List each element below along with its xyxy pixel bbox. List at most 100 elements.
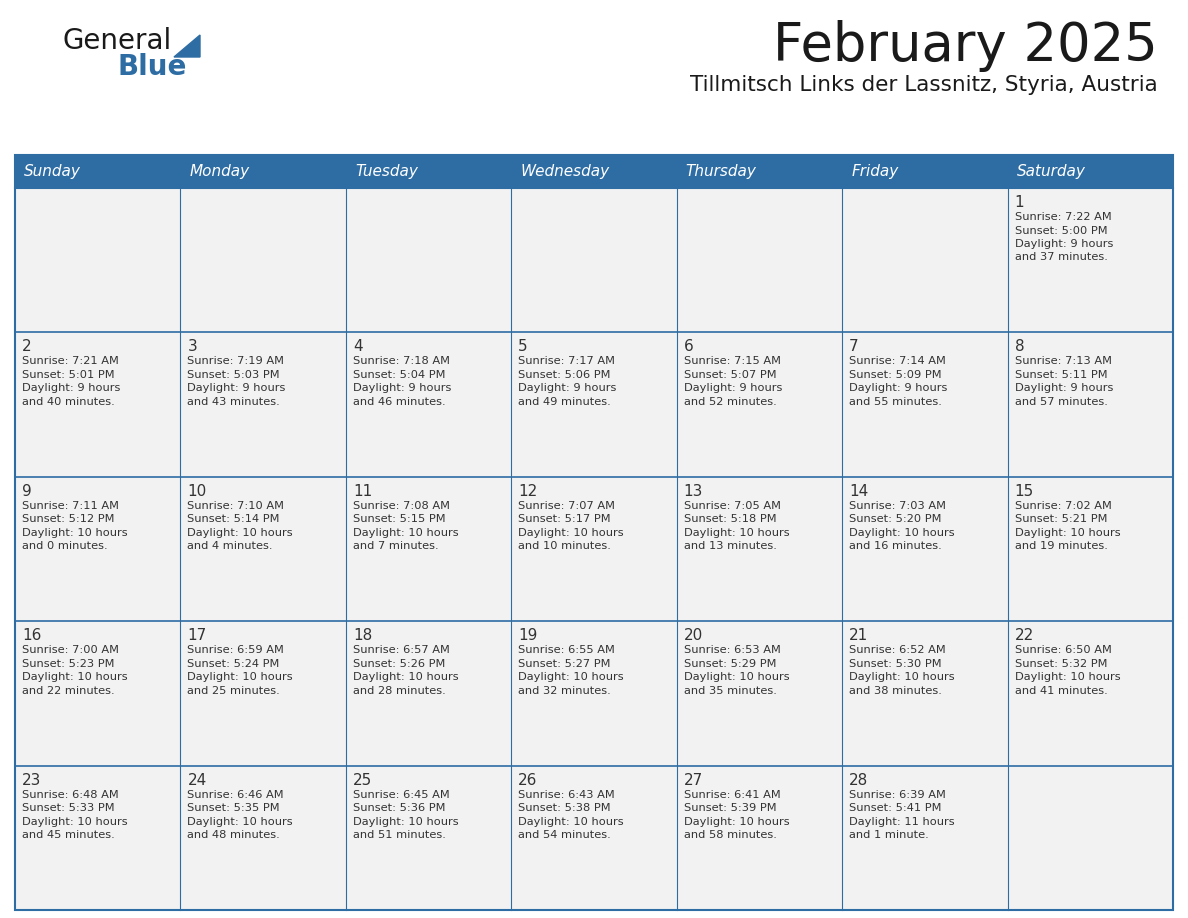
Text: Sunset: 5:06 PM: Sunset: 5:06 PM <box>518 370 611 380</box>
Text: Sunset: 5:17 PM: Sunset: 5:17 PM <box>518 514 611 524</box>
Text: Daylight: 10 hours: Daylight: 10 hours <box>353 528 459 538</box>
Text: Blue: Blue <box>116 53 187 81</box>
Text: Sunset: 5:26 PM: Sunset: 5:26 PM <box>353 659 446 668</box>
Text: 3: 3 <box>188 340 197 354</box>
Text: Daylight: 10 hours: Daylight: 10 hours <box>849 528 955 538</box>
Text: 4: 4 <box>353 340 362 354</box>
Text: Sunset: 5:07 PM: Sunset: 5:07 PM <box>684 370 776 380</box>
Text: Daylight: 9 hours: Daylight: 9 hours <box>353 384 451 394</box>
Text: and 43 minutes.: and 43 minutes. <box>188 397 280 407</box>
Text: Sunrise: 6:57 AM: Sunrise: 6:57 AM <box>353 645 450 655</box>
Text: Sunrise: 7:22 AM: Sunrise: 7:22 AM <box>1015 212 1111 222</box>
Text: 5: 5 <box>518 340 527 354</box>
Text: and 32 minutes.: and 32 minutes. <box>518 686 611 696</box>
Text: 16: 16 <box>23 628 42 644</box>
Text: and 45 minutes.: and 45 minutes. <box>23 830 115 840</box>
Text: Daylight: 10 hours: Daylight: 10 hours <box>353 672 459 682</box>
Text: Sunrise: 7:05 AM: Sunrise: 7:05 AM <box>684 501 781 510</box>
Text: Daylight: 9 hours: Daylight: 9 hours <box>684 384 782 394</box>
Text: and 58 minutes.: and 58 minutes. <box>684 830 777 840</box>
Text: 2: 2 <box>23 340 32 354</box>
Text: Sunrise: 7:02 AM: Sunrise: 7:02 AM <box>1015 501 1112 510</box>
Text: and 48 minutes.: and 48 minutes. <box>188 830 280 840</box>
Text: Sunrise: 6:43 AM: Sunrise: 6:43 AM <box>518 789 615 800</box>
Text: Sunrise: 6:52 AM: Sunrise: 6:52 AM <box>849 645 946 655</box>
Text: 7: 7 <box>849 340 859 354</box>
Text: and 22 minutes.: and 22 minutes. <box>23 686 114 696</box>
Text: Daylight: 11 hours: Daylight: 11 hours <box>849 817 955 826</box>
Text: 9: 9 <box>23 484 32 498</box>
Text: Sunset: 5:04 PM: Sunset: 5:04 PM <box>353 370 446 380</box>
Text: Sunrise: 7:19 AM: Sunrise: 7:19 AM <box>188 356 284 366</box>
Text: Daylight: 10 hours: Daylight: 10 hours <box>188 672 293 682</box>
Text: Sunrise: 7:10 AM: Sunrise: 7:10 AM <box>188 501 284 510</box>
Text: Daylight: 10 hours: Daylight: 10 hours <box>849 672 955 682</box>
Text: and 41 minutes.: and 41 minutes. <box>1015 686 1107 696</box>
Text: 6: 6 <box>684 340 694 354</box>
Text: 24: 24 <box>188 773 207 788</box>
Text: and 13 minutes.: and 13 minutes. <box>684 542 777 552</box>
Text: Daylight: 10 hours: Daylight: 10 hours <box>188 817 293 826</box>
Text: and 25 minutes.: and 25 minutes. <box>188 686 280 696</box>
Text: Sunset: 5:38 PM: Sunset: 5:38 PM <box>518 803 611 813</box>
Text: Tuesday: Tuesday <box>355 164 418 179</box>
Text: 14: 14 <box>849 484 868 498</box>
Text: Friday: Friday <box>851 164 898 179</box>
Text: Sunrise: 6:39 AM: Sunrise: 6:39 AM <box>849 789 946 800</box>
Text: 28: 28 <box>849 773 868 788</box>
Text: Saturday: Saturday <box>1017 164 1086 179</box>
Text: 25: 25 <box>353 773 372 788</box>
Text: and 52 minutes.: and 52 minutes. <box>684 397 777 407</box>
Text: Sunrise: 7:17 AM: Sunrise: 7:17 AM <box>518 356 615 366</box>
Text: Sunset: 5:23 PM: Sunset: 5:23 PM <box>23 659 114 668</box>
Text: Daylight: 9 hours: Daylight: 9 hours <box>23 384 120 394</box>
Text: Daylight: 10 hours: Daylight: 10 hours <box>518 672 624 682</box>
Text: Wednesday: Wednesday <box>520 164 609 179</box>
Bar <box>15 155 1173 188</box>
Text: Sunset: 5:03 PM: Sunset: 5:03 PM <box>188 370 280 380</box>
Polygon shape <box>173 35 200 57</box>
Text: Daylight: 9 hours: Daylight: 9 hours <box>1015 384 1113 394</box>
Text: 8: 8 <box>1015 340 1024 354</box>
Text: 20: 20 <box>684 628 703 644</box>
Text: Sunrise: 7:18 AM: Sunrise: 7:18 AM <box>353 356 450 366</box>
Text: Thursday: Thursday <box>685 164 757 179</box>
Text: Monday: Monday <box>189 164 249 179</box>
Text: Sunrise: 6:41 AM: Sunrise: 6:41 AM <box>684 789 781 800</box>
Text: 23: 23 <box>23 773 42 788</box>
Bar <box>15 188 1173 910</box>
Text: General: General <box>62 27 171 55</box>
Text: Sunset: 5:00 PM: Sunset: 5:00 PM <box>1015 226 1107 236</box>
Text: 18: 18 <box>353 628 372 644</box>
Text: Sunrise: 6:50 AM: Sunrise: 6:50 AM <box>1015 645 1112 655</box>
Text: Daylight: 10 hours: Daylight: 10 hours <box>684 672 789 682</box>
Text: and 54 minutes.: and 54 minutes. <box>518 830 611 840</box>
Text: 26: 26 <box>518 773 538 788</box>
Text: Sunset: 5:12 PM: Sunset: 5:12 PM <box>23 514 114 524</box>
Text: Sunrise: 7:00 AM: Sunrise: 7:00 AM <box>23 645 119 655</box>
Text: Daylight: 10 hours: Daylight: 10 hours <box>684 528 789 538</box>
Text: Daylight: 10 hours: Daylight: 10 hours <box>1015 528 1120 538</box>
Text: Sunrise: 6:53 AM: Sunrise: 6:53 AM <box>684 645 781 655</box>
Text: Sunrise: 7:15 AM: Sunrise: 7:15 AM <box>684 356 781 366</box>
Text: Daylight: 10 hours: Daylight: 10 hours <box>23 672 127 682</box>
Bar <box>15 155 1173 910</box>
Text: 19: 19 <box>518 628 538 644</box>
Text: and 1 minute.: and 1 minute. <box>849 830 929 840</box>
Text: and 46 minutes.: and 46 minutes. <box>353 397 446 407</box>
Text: Daylight: 10 hours: Daylight: 10 hours <box>353 817 459 826</box>
Text: Sunset: 5:35 PM: Sunset: 5:35 PM <box>188 803 280 813</box>
Text: Sunrise: 6:46 AM: Sunrise: 6:46 AM <box>188 789 284 800</box>
Text: Daylight: 9 hours: Daylight: 9 hours <box>518 384 617 394</box>
Text: 1: 1 <box>1015 195 1024 210</box>
Text: Sunrise: 7:11 AM: Sunrise: 7:11 AM <box>23 501 119 510</box>
Text: Tillmitsch Links der Lassnitz, Styria, Austria: Tillmitsch Links der Lassnitz, Styria, A… <box>690 75 1158 95</box>
Text: Sunset: 5:27 PM: Sunset: 5:27 PM <box>518 659 611 668</box>
Text: and 51 minutes.: and 51 minutes. <box>353 830 446 840</box>
Text: Sunset: 5:33 PM: Sunset: 5:33 PM <box>23 803 114 813</box>
Text: Sunrise: 7:14 AM: Sunrise: 7:14 AM <box>849 356 946 366</box>
Text: and 0 minutes.: and 0 minutes. <box>23 542 108 552</box>
Text: Sunrise: 7:03 AM: Sunrise: 7:03 AM <box>849 501 946 510</box>
Text: 10: 10 <box>188 484 207 498</box>
Text: and 16 minutes.: and 16 minutes. <box>849 542 942 552</box>
